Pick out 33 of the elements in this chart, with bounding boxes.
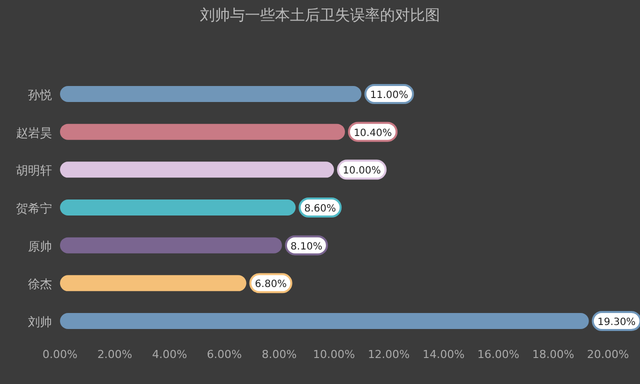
x-tick-label: 2.00% xyxy=(97,348,132,361)
x-tick-label: 6.00% xyxy=(206,348,242,361)
data-label: 8.10% xyxy=(290,241,322,252)
x-tick-label: 16.00% xyxy=(477,348,520,361)
y-tick-label: 贺希宁 xyxy=(16,202,52,216)
x-tick-label: 14.00% xyxy=(422,348,465,361)
y-tick-label: 徐杰 xyxy=(28,277,52,292)
y-tick-label: 胡明轩 xyxy=(16,164,52,178)
y-tick-label: 原帅 xyxy=(28,239,52,254)
y-tick-label: 赵岩昊 xyxy=(16,126,52,140)
bar xyxy=(60,313,589,329)
bar xyxy=(60,162,334,178)
y-tick-label: 孙悦 xyxy=(28,88,52,102)
x-tick-label: 0.00% xyxy=(42,348,78,361)
bar xyxy=(60,86,362,102)
bar xyxy=(60,200,296,216)
x-tick-label: 18.00% xyxy=(532,348,574,361)
data-label: 10.40% xyxy=(354,128,392,139)
y-tick-label: 刘帅 xyxy=(28,315,52,329)
x-tick-label: 20.00% xyxy=(587,348,629,361)
x-tick-label: 8.00% xyxy=(262,348,297,361)
x-tick-label: 10.00% xyxy=(313,348,355,361)
data-label: 6.80% xyxy=(254,279,287,290)
chart-title: 刘帅与一些本土后卫失误率的对比图 xyxy=(200,6,440,24)
data-label: 10.00% xyxy=(342,166,381,177)
bar xyxy=(60,237,282,254)
x-tick-label: 12.00% xyxy=(368,348,410,361)
data-label: 19.30% xyxy=(598,317,636,328)
x-tick-label: 4.00% xyxy=(152,348,188,361)
data-label: 8.60% xyxy=(304,204,336,214)
data-label: 11.00% xyxy=(370,90,408,101)
bar xyxy=(60,124,345,140)
bar xyxy=(60,275,246,292)
